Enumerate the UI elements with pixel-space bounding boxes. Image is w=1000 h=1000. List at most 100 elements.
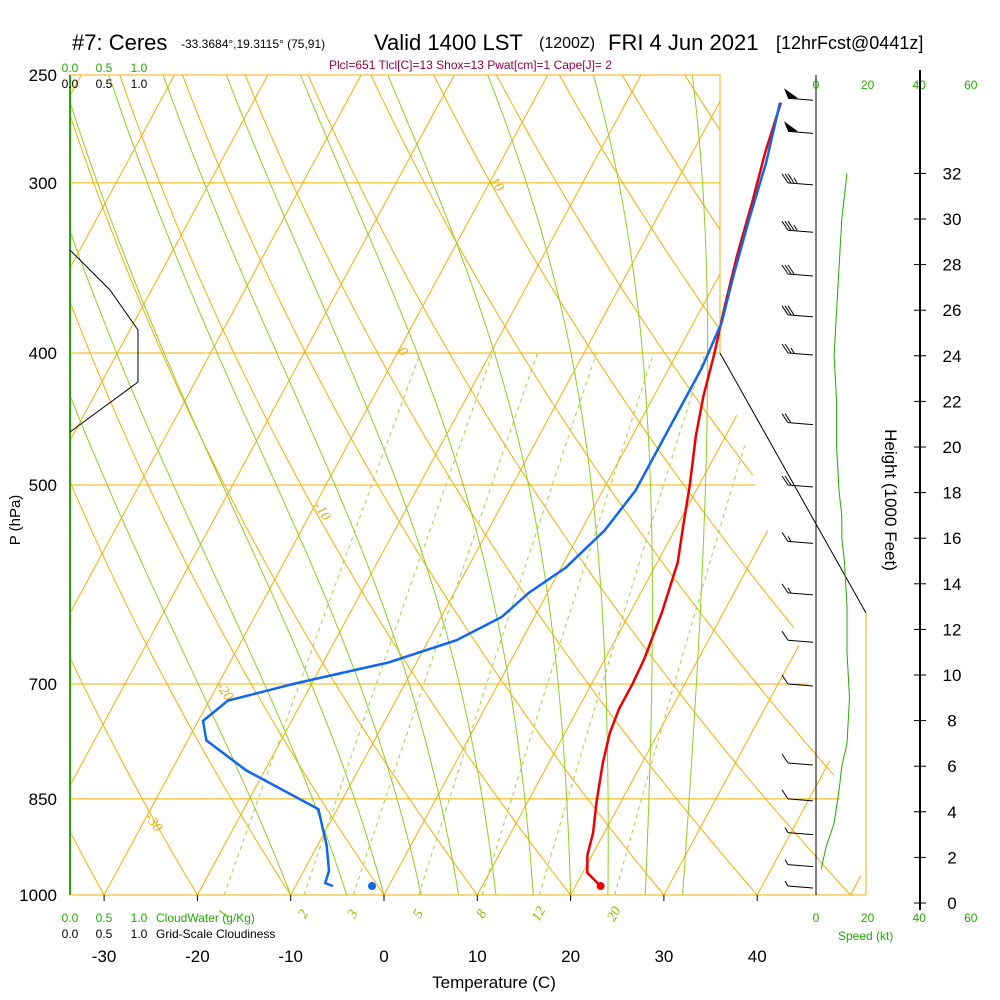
wind-barb-staff bbox=[787, 592, 814, 596]
wind-barb-feather bbox=[784, 343, 792, 354]
wind-barb-staff bbox=[787, 540, 814, 544]
plot-top-frame bbox=[70, 74, 721, 353]
mixing-ratio-line bbox=[418, 352, 598, 895]
wind-barb-feather bbox=[787, 305, 795, 316]
speed-tick-bottom: 40 bbox=[913, 911, 927, 925]
dry-adiabat bbox=[747, 75, 866, 895]
height-tick-label: 4 bbox=[947, 803, 956, 822]
surface-temperature-dot bbox=[596, 882, 605, 891]
speed-tick-bottom: 60 bbox=[964, 911, 978, 925]
mixing-ratio-label: 2 bbox=[296, 907, 312, 921]
cloudiness-trace bbox=[69, 249, 139, 433]
x-tick-label: -20 bbox=[185, 947, 210, 966]
mixing-ratio-line bbox=[614, 352, 774, 895]
wind-barb-half-feather bbox=[784, 880, 789, 887]
wind-barb bbox=[784, 859, 814, 868]
height-tick-label: 0 bbox=[947, 894, 956, 913]
valid-time: Valid 1400 LST bbox=[374, 30, 523, 55]
speed-tick-bottom: 20 bbox=[861, 911, 875, 925]
cloudwater-tick-top: 0.5 bbox=[96, 61, 113, 75]
tropopause-diagonal bbox=[719, 352, 867, 614]
mixing-ratio-line bbox=[223, 352, 421, 895]
dry-adiabat bbox=[119, 75, 571, 895]
x-tick-label: 0 bbox=[379, 947, 388, 966]
dry-adiabat bbox=[558, 75, 866, 895]
wind-speed-profile bbox=[820, 173, 851, 869]
mixing-ratio-line bbox=[481, 352, 655, 895]
indices-line: Plcl=651 Tlcl[C]=13 Shox=13 Pwat[cm]=1 C… bbox=[329, 58, 612, 72]
dry-adiabat bbox=[70, 75, 478, 895]
cloudiness-tick-bottom: 0.5 bbox=[96, 927, 113, 941]
x-tick-label: 40 bbox=[748, 947, 767, 966]
moist-adiabat bbox=[300, 75, 534, 895]
moist-adiabat bbox=[592, 75, 653, 895]
height-tick-label: 16 bbox=[943, 529, 962, 548]
wind-barb-staff bbox=[787, 314, 814, 318]
wind-barb-staff bbox=[787, 352, 814, 356]
height-tick-label: 22 bbox=[943, 392, 962, 411]
wind-barb-staff bbox=[787, 484, 814, 488]
cloudiness-axis-label: Grid-Scale Cloudiness bbox=[156, 927, 275, 941]
wind-barb-feather bbox=[784, 264, 792, 275]
cloudwater-tick-top: 1.0 bbox=[131, 61, 148, 75]
wind-barb-half-feather bbox=[787, 536, 792, 542]
moist-adiabat bbox=[225, 75, 497, 895]
wind-barb bbox=[781, 630, 814, 643]
isotherm-line bbox=[70, 75, 175, 895]
isotherm-label: -10 bbox=[310, 500, 333, 524]
wind-barb-staff bbox=[787, 885, 814, 889]
mixing-ratio-label: 12 bbox=[529, 904, 549, 924]
wind-barb-feather bbox=[787, 220, 795, 231]
height-tick-label: 26 bbox=[943, 301, 962, 320]
wind-barb bbox=[781, 475, 814, 488]
wind-barb-half-feather bbox=[790, 347, 795, 354]
wind-barb-staff bbox=[787, 229, 814, 233]
wind-barb bbox=[781, 583, 814, 596]
isotherm-line bbox=[70, 75, 455, 895]
mixing-ratio-line bbox=[538, 352, 706, 895]
moist-adiabat bbox=[387, 75, 572, 895]
station-name: #7: Ceres bbox=[72, 30, 168, 55]
valid-date: FRI 4 Jun 2021 bbox=[608, 30, 759, 55]
height-tick-label: 20 bbox=[943, 438, 962, 457]
wind-barb-staff bbox=[787, 798, 814, 802]
wind-barb bbox=[781, 305, 814, 318]
theta-label: 20 bbox=[997, 441, 1000, 470]
wind-barb-half-feather bbox=[793, 224, 798, 231]
speed-tick-bottom: 0 bbox=[813, 911, 820, 925]
x-axis-label: Temperature (C) bbox=[432, 973, 556, 992]
wind-barb bbox=[781, 343, 814, 356]
isotherm-line bbox=[663, 75, 866, 895]
cloudwater-tick-bottom: 0.0 bbox=[62, 911, 79, 925]
height-tick-label: 14 bbox=[943, 575, 962, 594]
isotherm-line bbox=[196, 75, 642, 895]
wind-barb bbox=[784, 880, 814, 889]
wind-barb-half-feather bbox=[784, 859, 789, 865]
surface-dewpoint-dot bbox=[368, 882, 377, 891]
x-tick-label: -30 bbox=[92, 947, 117, 966]
wind-barb-feather bbox=[784, 475, 792, 486]
wind-barb-staff bbox=[787, 762, 814, 766]
wind-barb-feather bbox=[787, 264, 795, 275]
wind-barb-staff bbox=[787, 97, 814, 101]
pressure-tick-label: 850 bbox=[29, 790, 57, 809]
wind-barb-half-feather bbox=[787, 587, 792, 594]
wind-barb-feather bbox=[781, 532, 789, 542]
y-axis-label: P (hPa) bbox=[7, 495, 24, 546]
isotherm-label: 10 bbox=[486, 175, 506, 195]
height-tick-label: 32 bbox=[943, 164, 962, 183]
speed-axis-label: Speed (kt) bbox=[838, 929, 893, 943]
wind-barb-feather bbox=[781, 583, 789, 594]
speed-tick-top: 20 bbox=[861, 78, 875, 92]
height-tick-label: 18 bbox=[943, 484, 962, 503]
wind-barb-staff bbox=[787, 273, 814, 277]
moist-adiabat bbox=[487, 75, 609, 895]
height-tick-label: 8 bbox=[947, 712, 956, 731]
isotherm-line bbox=[850, 75, 866, 895]
wind-barb-feather bbox=[781, 630, 789, 641]
mixing-ratio-line bbox=[303, 352, 494, 895]
cloudwater-tick-bottom: 1.0 bbox=[131, 911, 148, 925]
wind-barb bbox=[781, 674, 814, 687]
header: #7: Ceres -33.3684°,19.3115° (75,91) Val… bbox=[0, 28, 1000, 58]
